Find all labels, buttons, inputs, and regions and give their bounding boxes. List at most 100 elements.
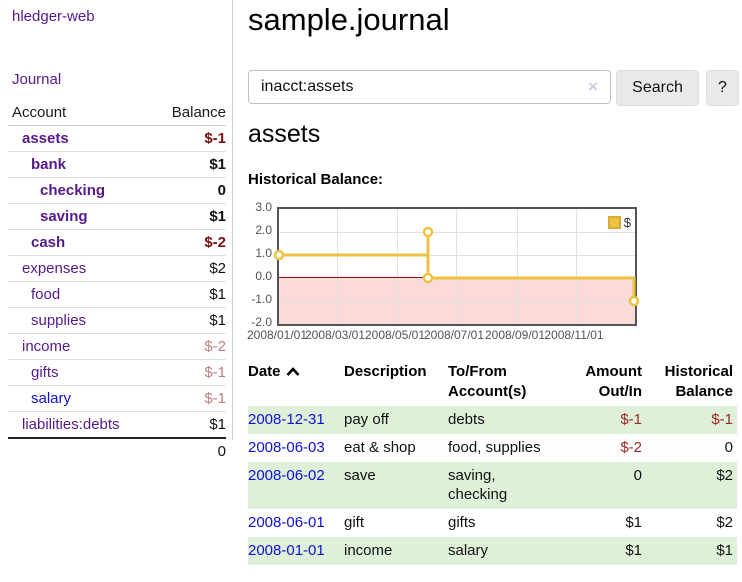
balance-column-header: Balance — [151, 100, 226, 126]
account-link-gifts[interactable]: gifts — [31, 364, 59, 381]
gridline — [279, 255, 635, 256]
transaction-amount: $1 — [625, 514, 642, 531]
transaction-row: 2008-06-01 gift gifts $1 $2 — [248, 509, 737, 537]
account-row-food: food $1 — [8, 281, 226, 308]
gridline — [517, 209, 518, 324]
transaction-description: eat & shop — [344, 439, 416, 456]
historical-balance-chart: 3.0 2.0 1.0 0.0 -1.0 -2.0 — [247, 200, 742, 352]
balance-column-header: Historical Balance — [664, 363, 733, 400]
account-page-heading: assets — [248, 120, 321, 148]
account-balance: $-1 — [151, 125, 226, 152]
transaction-row: 2008-01-01 income salary $1 $1 — [248, 537, 737, 565]
data-point-marker — [422, 226, 434, 238]
register-header-row: Date Description To/From Account(s) Amou… — [248, 360, 737, 406]
balance-series-line — [273, 226, 640, 307]
account-balance: $-2 — [151, 229, 226, 256]
y-tick-label: 1.0 — [255, 246, 272, 260]
account-link-supplies[interactable]: supplies — [31, 312, 87, 329]
y-tick-label: -1.0 — [251, 292, 272, 306]
transaction-balance: $2 — [716, 514, 733, 531]
y-tick-label: 3.0 — [255, 200, 272, 214]
account-row-supplies: supplies $1 — [8, 307, 226, 334]
account-link-cash[interactable]: cash — [31, 234, 66, 251]
account-balance: $1 — [151, 411, 226, 439]
transaction-balance: $1 — [642, 537, 737, 565]
sidebar-item-journal[interactable]: Journal — [12, 71, 62, 88]
gridline — [576, 209, 577, 324]
clear-search-icon[interactable]: × — [588, 77, 598, 96]
help-button[interactable]: ? — [706, 70, 739, 106]
account-link-assets[interactable]: assets — [22, 130, 69, 147]
account-balance: $1 — [151, 281, 226, 308]
account-link-bank[interactable]: bank — [31, 156, 67, 173]
gridline — [337, 209, 338, 324]
account-balance: $1 — [151, 203, 226, 230]
amount-column-header: Amount Out/In — [585, 363, 642, 400]
transaction-accounts: food, supplies — [448, 439, 541, 456]
search-form: × Search ? — [248, 70, 742, 106]
transaction-date-link[interactable]: 2008-06-01 — [248, 514, 325, 531]
transaction-row: 2008-06-03 eat & shop food, supplies $-2… — [248, 434, 737, 462]
account-row-expenses: expenses $2 — [8, 255, 226, 282]
account-link-checking[interactable]: checking — [40, 182, 106, 199]
account-balance: $2 — [151, 255, 226, 282]
account-link-income[interactable]: income — [22, 338, 71, 355]
sort-ascending-icon — [286, 367, 299, 376]
transaction-description: pay off — [344, 406, 448, 434]
account-link-liabilities-debts[interactable]: liabilities:debts — [22, 416, 120, 433]
account-balance: $-1 — [151, 359, 226, 386]
data-point-marker — [628, 295, 640, 307]
account-link-salary[interactable]: salary — [31, 390, 72, 407]
chart-title: Historical Balance: — [248, 171, 384, 188]
account-column-header: To/From Account(s) — [448, 363, 527, 400]
page-title: sample.journal — [248, 2, 450, 37]
data-point-marker — [422, 272, 434, 284]
legend-label: $ — [623, 215, 631, 230]
account-row-liabilities-debts: liabilities:debts $1 — [8, 411, 226, 439]
account-row-income: income $-2 — [8, 333, 226, 360]
account-row-cash: cash $-2 — [8, 229, 226, 256]
x-tick-label: 2008/03/01 — [304, 328, 366, 342]
data-point-marker — [273, 249, 285, 261]
transactions-register-table: Date Description To/From Account(s) Amou… — [248, 360, 737, 565]
transaction-description: save — [344, 462, 448, 509]
y-tick-label: 0.0 — [255, 269, 272, 283]
account-row-bank: bank $1 — [8, 151, 226, 178]
account-balance: $-2 — [151, 333, 226, 360]
transaction-balance: 0 — [724, 439, 733, 456]
app-title-link[interactable]: hledger-web — [12, 8, 95, 25]
transaction-amount: $-1 — [548, 406, 642, 434]
transaction-accounts: saving, checking — [448, 462, 548, 509]
y-tick-label: 2.0 — [255, 223, 272, 237]
transaction-date-link[interactable]: 2008-06-02 — [248, 467, 325, 484]
account-balance: $1 — [151, 151, 226, 178]
transaction-date-link[interactable]: 2008-06-03 — [248, 439, 325, 456]
x-tick-label: 2008/07/01 — [423, 328, 485, 342]
date-column-header[interactable]: Date — [248, 360, 344, 406]
gridline — [279, 301, 635, 302]
gridline — [397, 209, 398, 324]
legend-swatch-icon — [607, 216, 621, 229]
transaction-date-link[interactable]: 2008-01-01 — [248, 542, 325, 559]
account-link-food[interactable]: food — [31, 286, 61, 303]
account-balance: $-1 — [151, 385, 226, 412]
account-row-salary: salary $-1 — [8, 385, 226, 412]
description-column-header: Description — [344, 363, 427, 380]
search-input[interactable] — [248, 70, 611, 104]
transaction-balance: $-1 — [642, 406, 737, 434]
transaction-description: income — [344, 537, 448, 565]
account-link-saving[interactable]: saving — [40, 208, 88, 225]
accounts-balance-table: Account Balance assets $-1 bank $1 check… — [8, 100, 226, 464]
gridline — [456, 209, 457, 324]
transaction-balance: $2 — [642, 462, 737, 509]
account-link-expenses[interactable]: expenses — [22, 260, 87, 277]
transaction-row: 2008-06-02 save saving, checking 0 $2 — [248, 462, 737, 509]
transaction-date-link[interactable]: 2008-12-31 — [248, 411, 325, 428]
transaction-accounts: debts — [448, 406, 548, 434]
main-content: sample.journal × Search ? assets Histori… — [247, 0, 742, 582]
account-balance: 0 — [151, 177, 226, 204]
search-button[interactable]: Search — [616, 70, 699, 106]
account-row-assets: assets $-1 — [8, 125, 226, 152]
x-tick-label: 2008/01/01 — [246, 328, 308, 342]
